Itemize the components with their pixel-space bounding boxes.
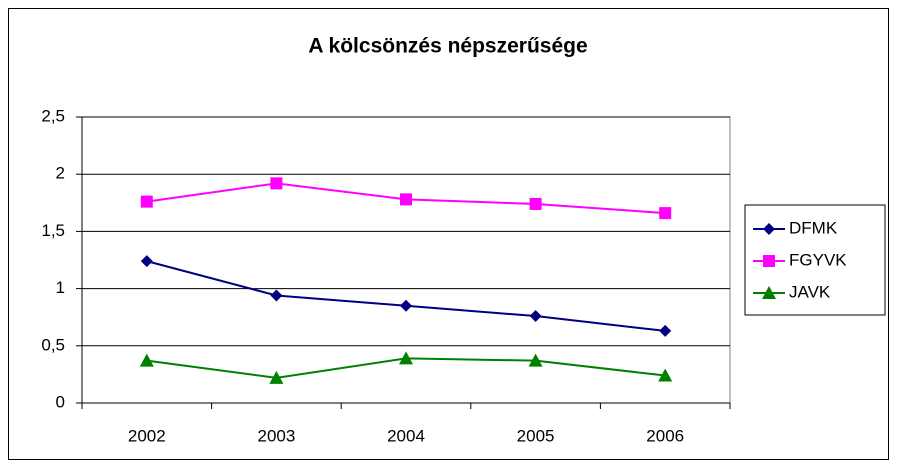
marker [762,286,776,299]
marker [399,351,413,365]
marker [529,197,542,210]
x-tick-label: 2005 [517,426,555,445]
y-tick-label: 0,5 [41,335,65,354]
marker [139,353,154,367]
marker [658,368,673,382]
marker [528,353,543,367]
marker [659,324,672,337]
marker [659,207,672,220]
x-tick-label: 2003 [257,426,295,445]
y-tick-label: 1 [56,278,65,297]
legend-label: FGYVK [789,250,847,269]
marker [140,255,153,268]
marker [270,289,283,302]
y-tick-label: 2,5 [41,106,65,125]
marker [400,193,412,206]
x-tick-label: 2004 [387,426,425,445]
chart-title: A kölcsönzés népszerűsége [308,35,587,58]
legend-label: DFMK [789,218,838,237]
y-tick-label: 1,5 [41,221,65,240]
y-tick-label: 0 [56,392,65,411]
y-tick-label: 2 [56,164,65,183]
marker [400,299,412,312]
x-tick-label: 2006 [646,426,684,445]
legend-label: JAVK [789,282,831,301]
x-tick-label: 2002 [128,426,166,445]
marker [763,223,775,235]
marker [270,177,283,190]
marker [140,195,153,208]
marker [763,255,775,267]
marker [529,310,542,323]
marker [269,370,284,384]
